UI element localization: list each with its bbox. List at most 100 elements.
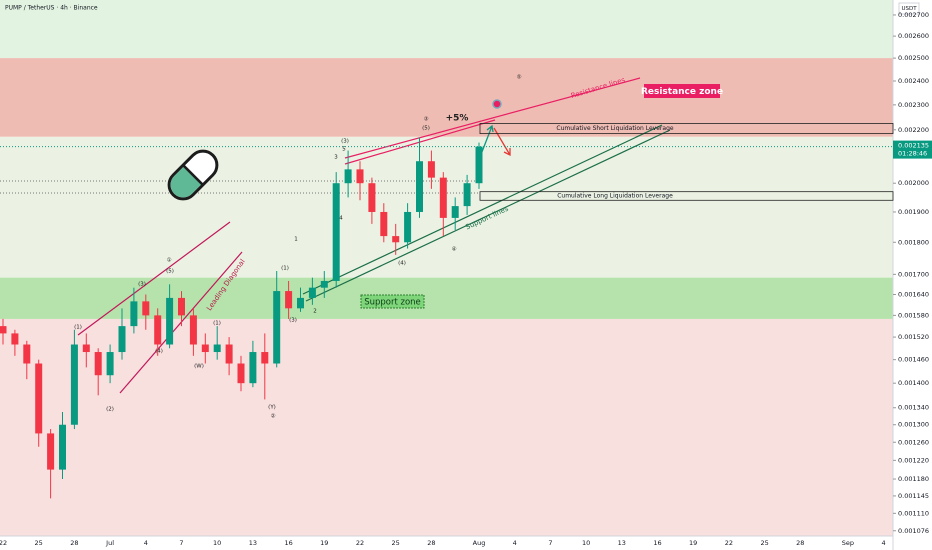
candle-body: [11, 333, 19, 345]
annotation: 1: [294, 237, 298, 243]
x-tick-label: 22: [0, 539, 7, 547]
annotation: 4: [339, 216, 343, 222]
annotation: (1): [213, 321, 221, 327]
candle-body: [59, 424, 66, 470]
candle-body: [178, 297, 185, 316]
diagonal-line: [77, 221, 231, 336]
candle-body: [249, 352, 257, 384]
annotation: 2: [313, 309, 317, 315]
candle-body: [35, 363, 43, 434]
candle-body: [0, 326, 7, 334]
candle-body: [142, 301, 150, 316]
y-tick-label: 0.001640: [898, 290, 929, 298]
x-tick-label: 19: [320, 539, 328, 547]
bg-band: [0, 318, 893, 536]
candle-body: [344, 169, 352, 184]
annotation: (3): [138, 282, 146, 288]
y-tick-label: 0.001900: [898, 208, 929, 216]
candle-body: [166, 297, 174, 345]
annotation: ⑤: [517, 75, 522, 81]
y-tick-label: 0.002500: [898, 54, 929, 62]
candle-body: [237, 363, 245, 384]
candle-body: [201, 344, 209, 353]
annotation: (3): [289, 318, 297, 324]
annotation: (5): [422, 126, 430, 132]
x-tick-label: 25: [760, 539, 768, 547]
marker: [492, 99, 502, 109]
y-tick-label: 0.002700: [898, 11, 929, 19]
annotation: (4): [155, 349, 163, 355]
countdown: 01:28:46: [898, 150, 927, 158]
candle-body: [332, 183, 340, 281]
annotation: (4): [398, 261, 406, 267]
annotation: ①: [167, 258, 172, 264]
y-tick-label: 0.001076: [898, 527, 929, 535]
candle-body: [463, 183, 471, 207]
annotation: (1): [74, 325, 82, 331]
x-tick-label: 7: [548, 539, 552, 547]
y-tick-label: 0.002600: [898, 32, 929, 40]
x-tick-label: 13: [618, 539, 626, 547]
zone-label: Resistance zone: [641, 87, 723, 97]
x-tick-label: 22: [356, 539, 364, 547]
candle-body: [82, 344, 90, 353]
y-tick-label: 0.001800: [898, 238, 929, 246]
x-tick-label: 10: [213, 539, 221, 547]
x-tick-label: 16: [284, 539, 292, 547]
candle-body: [47, 433, 55, 470]
annotation: (W): [194, 364, 204, 370]
x-tick-label: 22: [725, 539, 733, 547]
support-line: [302, 124, 663, 295]
candle-body: [106, 352, 114, 376]
x-tick-label: 19: [689, 539, 697, 547]
annotation: ④: [452, 247, 457, 253]
support-line: [305, 129, 671, 302]
last-price-box: [893, 140, 932, 159]
bg-band: [0, 0, 893, 59]
x-tick-label: 25: [392, 539, 400, 547]
candle-body: [368, 183, 376, 212]
level-box: [479, 191, 894, 201]
y-tick-label: 0.001260: [898, 438, 929, 446]
resistance-line: [344, 77, 641, 159]
y-tick-label: 0.001520: [898, 333, 929, 341]
y-tick-label: 0.002000: [898, 179, 929, 187]
candle-body: [356, 169, 364, 184]
candle-body: [416, 161, 423, 212]
annotation: (Y): [268, 405, 276, 411]
price-axis-bg: [893, 0, 932, 550]
y-tick-label: 0.001340: [898, 404, 929, 412]
annotation: ③: [424, 117, 429, 123]
level-box: [479, 123, 894, 135]
x-tick-label: 7: [179, 539, 183, 547]
x-tick-label: Sep: [842, 539, 854, 547]
candle-body: [70, 344, 78, 425]
annotation: (3): [341, 139, 349, 145]
x-tick-label: 28: [70, 539, 78, 547]
y-tick-label: 0.001110: [898, 509, 929, 517]
zone-label-bg: [360, 294, 425, 309]
zone-label-bg: [644, 84, 720, 98]
x-tick-label: 25: [35, 539, 43, 547]
y-tick-label: 0.001145: [898, 492, 929, 500]
candle-body: [213, 344, 221, 353]
annotation: 3: [334, 155, 338, 161]
background: [0, 0, 893, 536]
candle-body: [392, 236, 400, 243]
x-tick-label: Jul: [105, 539, 114, 547]
candle-body: [404, 211, 412, 243]
candle-body: [380, 211, 388, 237]
annotation: ②: [271, 413, 276, 420]
candle-body: [23, 344, 31, 364]
candle-body: [130, 301, 138, 327]
candle-body: [189, 315, 197, 345]
y-tick-label: 0.001700: [898, 270, 929, 278]
arrow-down: [493, 127, 511, 157]
candle-body: [427, 161, 435, 178]
candle-body: [261, 352, 269, 364]
x-tick-label: Aug: [473, 539, 486, 547]
level-label: Cumulative Short Liquidation Leverage: [556, 125, 673, 132]
candle-body: [154, 315, 162, 345]
annotation: (2): [106, 407, 114, 413]
